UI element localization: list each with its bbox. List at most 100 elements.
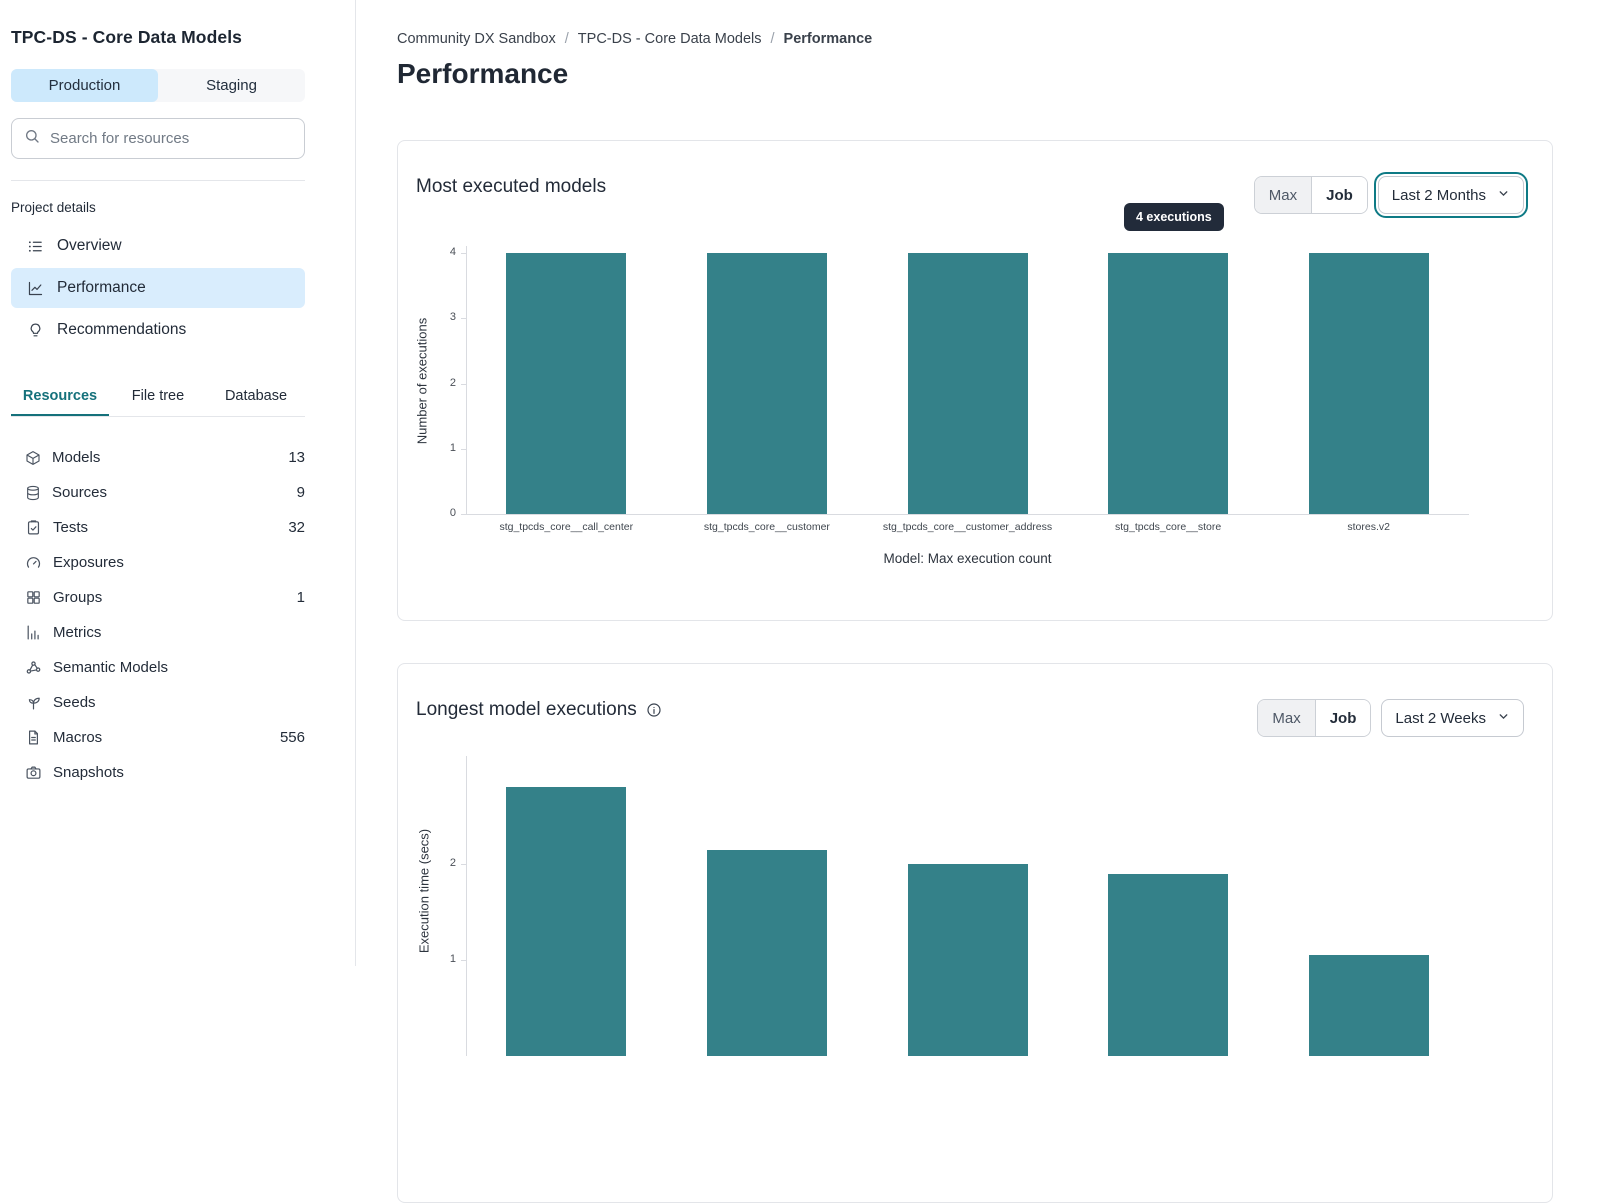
sidebar-item-recommendations[interactable]: Recommendations (11, 310, 305, 350)
y-tick-mark (461, 960, 466, 961)
lightbulb-icon (27, 322, 44, 339)
time-range-dropdown[interactable]: Last 2 Weeks (1381, 699, 1524, 737)
max-job-toggle: Max Job (1253, 176, 1368, 214)
breadcrumb: Community DX Sandbox / TPC-DS - Core Data … (397, 31, 872, 47)
x-tick-label: stg_tpcds_core__call_center (499, 521, 634, 533)
breadcrumb-separator: / (770, 31, 775, 47)
resource-item-sources[interactable]: Sources 9 (11, 475, 305, 510)
project-details-heading: Project details (11, 200, 96, 215)
resource-item-exposures[interactable]: Exposures (11, 545, 305, 580)
job-button[interactable]: Job (1312, 177, 1367, 213)
time-range-dropdown[interactable]: Last 2 Months (1373, 172, 1529, 218)
project-title: TPC-DS - Core Data Models (11, 27, 242, 47)
y-axis-title: Number of executions (414, 317, 430, 445)
resource-label: Exposures (53, 554, 124, 571)
bar-chart-icon (25, 624, 42, 641)
y-axis-title: Execution time (secs) (416, 828, 432, 954)
y-tick-mark (461, 864, 466, 865)
chart-bar[interactable] (907, 864, 1028, 1056)
env-tab-production[interactable]: Production (11, 69, 158, 102)
resource-label: Models (52, 449, 101, 466)
job-button[interactable]: Job (1315, 700, 1371, 736)
chart-bar[interactable] (506, 253, 627, 514)
resource-label: Metrics (53, 624, 102, 641)
x-tick-label: stg_tpcds_core__customer_address (882, 521, 1053, 533)
resource-label: Snapshots (53, 764, 124, 781)
resource-item-groups[interactable]: Groups 1 (11, 580, 305, 615)
chart-bar[interactable] (1108, 253, 1229, 514)
sidebar-item-performance[interactable]: Performance (11, 268, 305, 308)
page-title: Performance (397, 58, 569, 89)
y-tick-label: 0 (449, 507, 456, 519)
card-controls: Max Job Last 2 Months (1253, 172, 1529, 218)
breadcrumb-item-community-dx-sandbox[interactable]: Community DX Sandbox (397, 31, 556, 47)
resource-item-metrics[interactable]: Metrics (11, 615, 305, 650)
y-tick-label: 1 (449, 441, 456, 454)
breadcrumb-item-tpc-ds-core-data-models[interactable]: TPC-DS - Core Data Models (577, 31, 762, 47)
most-executed-models-card: Most executed models Max Job Last 2 Mont… (397, 140, 1553, 621)
x-axis-title: Model: Max execution count (883, 551, 1052, 566)
database-icon (25, 485, 41, 501)
chart-bar[interactable] (907, 253, 1028, 514)
gauge-icon (25, 554, 42, 571)
resource-count: 556 (279, 729, 305, 746)
environment-toggle: Production Staging (11, 69, 305, 102)
x-axis-line (466, 514, 1469, 515)
resource-label: Semantic Models (53, 659, 169, 676)
resource-item-seeds[interactable]: Seeds (11, 685, 305, 720)
sidebar: TPC-DS - Core Data Models Production Stag… (0, 0, 356, 966)
search-icon (24, 128, 40, 149)
search-input[interactable] (50, 130, 292, 147)
chart-bar[interactable] (706, 849, 827, 1056)
chart-bar[interactable] (506, 787, 627, 1056)
resource-count: 13 (288, 449, 305, 466)
resource-item-snapshots[interactable]: Snapshots (11, 755, 305, 790)
chevron-down-icon (1497, 710, 1510, 727)
max-button[interactable]: Max (1258, 700, 1316, 736)
info-icon[interactable] (646, 702, 662, 718)
time-range-value: Last 2 Months (1391, 186, 1486, 204)
y-tick-label: 2 (449, 857, 456, 869)
tab-file-tree[interactable]: File tree (131, 388, 185, 404)
max-job-toggle: Max Job (1257, 699, 1372, 737)
chart-bar[interactable] (1308, 955, 1429, 1056)
y-tick-label: 1 (449, 953, 456, 965)
resource-item-models[interactable]: Models 13 (11, 440, 305, 475)
y-tick-label: 3 (449, 311, 456, 324)
resource-label: Seeds (53, 694, 96, 711)
nodes-icon (25, 659, 42, 676)
resource-item-semantic-models[interactable]: Semantic Models (11, 650, 305, 685)
resource-tabs: Resources File tree Database (11, 379, 305, 417)
chevron-down-icon (1497, 187, 1510, 204)
y-tick-mark (461, 383, 466, 385)
sidebar-item-label: Recommendations (57, 321, 187, 338)
performance-chart-icon (27, 280, 44, 297)
breadcrumb-separator: / (564, 31, 569, 47)
x-tick-label: stores.v2 (1347, 521, 1390, 533)
max-button[interactable]: Max (1254, 177, 1313, 213)
resource-label: Groups (53, 589, 103, 606)
x-tick-label: stg_tpcds_core__store (1114, 521, 1222, 533)
search-box[interactable] (11, 118, 305, 159)
time-range-value: Last 2 Weeks (1395, 709, 1486, 727)
resource-item-macros[interactable]: Macros 556 (11, 720, 305, 755)
tab-database[interactable]: Database (224, 388, 288, 404)
cube-icon (25, 450, 41, 466)
resource-list: Models 13 Sources 9 Tests 32 Exposures Groups 1 M… (11, 440, 305, 790)
camera-icon (25, 764, 42, 781)
tab-resources[interactable]: Resources (11, 379, 109, 416)
y-tick-label: 2 (449, 376, 456, 389)
longest-model-executions-chart: 1 2 Execution time (secs) (398, 664, 1552, 1202)
chart-bar[interactable] (1108, 873, 1229, 1056)
sidebar-item-overview[interactable]: Overview (11, 226, 305, 266)
chart-bar[interactable] (706, 253, 827, 514)
resource-label: Sources (52, 484, 108, 501)
chart-bar[interactable] (1308, 253, 1429, 514)
env-tab-staging[interactable]: Staging (206, 77, 257, 94)
y-tick-mark (461, 253, 466, 254)
chart-tooltip: 4 executions (1124, 203, 1224, 231)
resource-item-tests[interactable]: Tests 32 (11, 510, 305, 545)
longest-model-executions-card: Longest model executions Max Job Last 2 … (397, 663, 1553, 1203)
card-controls: Max Job Last 2 Weeks (1257, 699, 1524, 737)
x-tick-label: stg_tpcds_core__customer (703, 521, 830, 533)
